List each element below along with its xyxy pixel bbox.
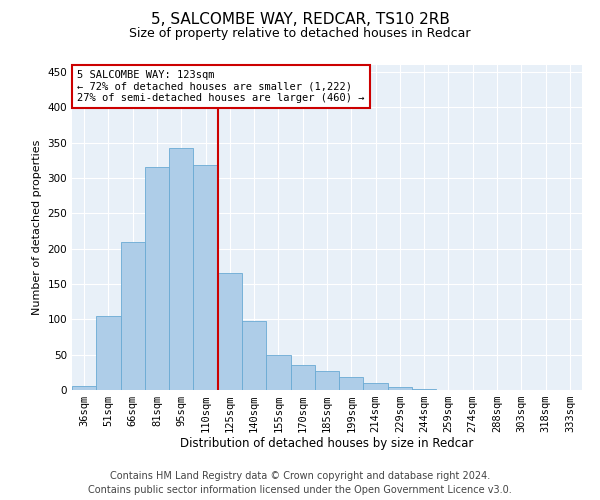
Bar (96, 316, 121, 390)
Bar (388, 387, 412, 390)
Bar (290, 366, 315, 390)
Bar (72, 386, 96, 390)
Text: 5 SALCOMBE WAY: 123sqm
← 72% of detached houses are smaller (1,222)
27% of semi-: 5 SALCOMBE WAY: 123sqm ← 72% of detached… (77, 70, 365, 103)
Text: Contains HM Land Registry data © Crown copyright and database right 2024.
Contai: Contains HM Land Registry data © Crown c… (88, 471, 512, 495)
Bar (218, 274, 242, 390)
Bar (169, 148, 193, 390)
Bar (121, 242, 145, 390)
Text: Size of property relative to detached houses in Redcar: Size of property relative to detached ho… (129, 28, 471, 40)
Bar (193, 166, 218, 390)
X-axis label: Distribution of detached houses by size in Redcar: Distribution of detached houses by size … (181, 436, 473, 450)
Y-axis label: Number of detached properties: Number of detached properties (32, 140, 42, 315)
Bar (339, 376, 364, 390)
Bar (266, 354, 290, 390)
Bar (242, 322, 266, 390)
Bar (364, 383, 388, 390)
Bar (145, 168, 169, 390)
Bar (315, 371, 339, 390)
Text: 5, SALCOMBE WAY, REDCAR, TS10 2RB: 5, SALCOMBE WAY, REDCAR, TS10 2RB (151, 12, 449, 28)
